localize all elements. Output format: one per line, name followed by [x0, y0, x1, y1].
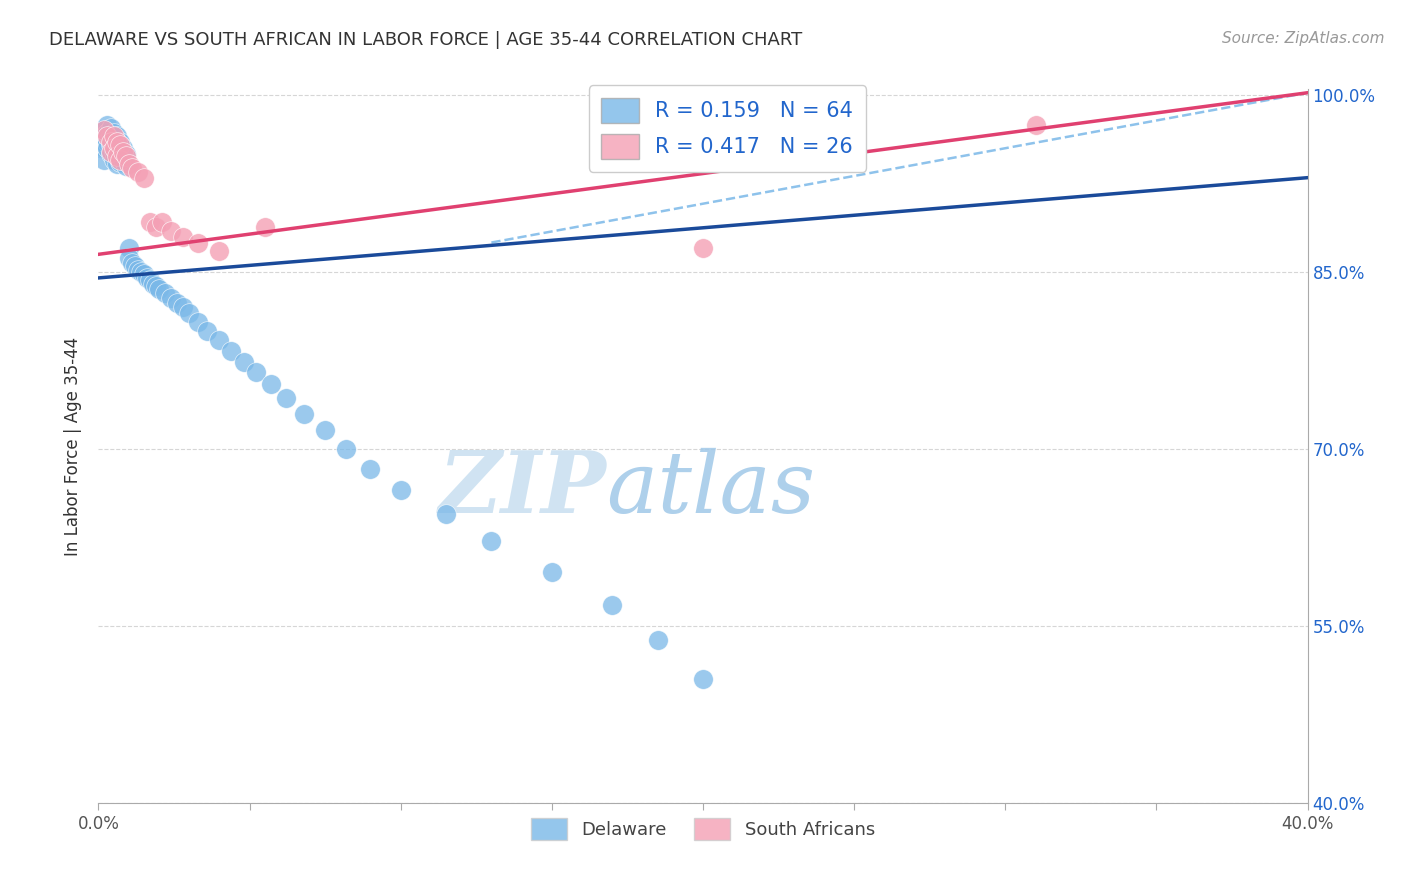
- Point: [118, 242, 141, 256]
- Point: [114, 147, 136, 161]
- Point: [292, 407, 315, 421]
- Point: [129, 265, 152, 279]
- Point: [335, 442, 357, 456]
- Point: [153, 286, 176, 301]
- Point: [108, 155, 131, 169]
- Point: [105, 136, 128, 150]
- Point: [96, 126, 118, 140]
- Point: [692, 672, 714, 686]
- Point: [260, 377, 283, 392]
- Point: [132, 268, 155, 282]
- Point: [114, 149, 136, 163]
- Point: [481, 533, 503, 548]
- Point: [232, 354, 254, 368]
- Point: [160, 291, 183, 305]
- Point: [103, 145, 125, 159]
- Point: [253, 220, 276, 235]
- Point: [121, 161, 143, 176]
- Point: [90, 123, 112, 137]
- Point: [103, 136, 125, 150]
- Point: [647, 633, 669, 648]
- Point: [221, 344, 243, 359]
- Point: [96, 141, 118, 155]
- Point: [187, 235, 209, 250]
- Point: [93, 153, 115, 167]
- Point: [208, 334, 231, 348]
- Point: [274, 391, 297, 405]
- Point: [434, 507, 457, 521]
- Point: [103, 141, 125, 155]
- Point: [105, 156, 128, 170]
- Point: [124, 259, 146, 273]
- Legend: Delaware, South Africans: Delaware, South Africans: [524, 811, 882, 847]
- Point: [360, 462, 382, 476]
- Point: [121, 255, 143, 269]
- Point: [103, 129, 125, 144]
- Point: [132, 170, 155, 185]
- Point: [108, 136, 131, 150]
- Point: [150, 215, 173, 229]
- Point: [389, 483, 412, 498]
- Point: [108, 137, 131, 152]
- Text: atlas: atlas: [606, 448, 815, 530]
- Point: [118, 251, 141, 265]
- Point: [93, 141, 115, 155]
- Point: [139, 215, 162, 229]
- Point: [105, 137, 128, 152]
- Point: [245, 365, 267, 379]
- Point: [139, 273, 162, 287]
- Point: [96, 129, 118, 144]
- Point: [100, 145, 122, 159]
- Point: [118, 156, 141, 170]
- Point: [105, 149, 128, 163]
- Point: [93, 123, 115, 137]
- Point: [96, 118, 118, 132]
- Point: [1024, 118, 1046, 132]
- Point: [100, 129, 122, 144]
- Point: [111, 145, 134, 159]
- Point: [195, 324, 218, 338]
- Point: [111, 141, 134, 155]
- Text: DELAWARE VS SOUTH AFRICAN IN LABOR FORCE | AGE 35-44 CORRELATION CHART: DELAWARE VS SOUTH AFRICAN IN LABOR FORCE…: [49, 31, 803, 49]
- Point: [179, 306, 201, 320]
- Point: [100, 136, 122, 150]
- Point: [135, 271, 157, 285]
- Point: [103, 126, 125, 140]
- Point: [127, 165, 149, 179]
- Point: [103, 153, 125, 167]
- Point: [108, 145, 131, 159]
- Point: [172, 301, 194, 315]
- Point: [105, 129, 128, 144]
- Point: [142, 277, 165, 291]
- Point: [145, 279, 167, 293]
- Point: [100, 121, 122, 136]
- Point: [160, 224, 183, 238]
- Point: [90, 141, 112, 155]
- Point: [208, 244, 231, 258]
- Point: [148, 281, 170, 295]
- Y-axis label: In Labor Force | Age 35-44: In Labor Force | Age 35-44: [65, 336, 83, 556]
- Point: [111, 153, 134, 167]
- Point: [96, 136, 118, 150]
- Point: [114, 159, 136, 173]
- Point: [105, 147, 128, 161]
- Point: [172, 229, 194, 244]
- Point: [127, 262, 149, 277]
- Point: [93, 129, 115, 144]
- Point: [100, 137, 122, 152]
- Point: [602, 598, 624, 612]
- Point: [187, 314, 209, 328]
- Point: [166, 295, 188, 310]
- Point: [145, 220, 167, 235]
- Text: ZIP: ZIP: [439, 447, 606, 531]
- Point: [100, 147, 122, 161]
- Point: [540, 565, 562, 579]
- Point: [314, 423, 336, 437]
- Point: [692, 242, 714, 256]
- Point: [108, 153, 131, 167]
- Text: Source: ZipAtlas.com: Source: ZipAtlas.com: [1222, 31, 1385, 46]
